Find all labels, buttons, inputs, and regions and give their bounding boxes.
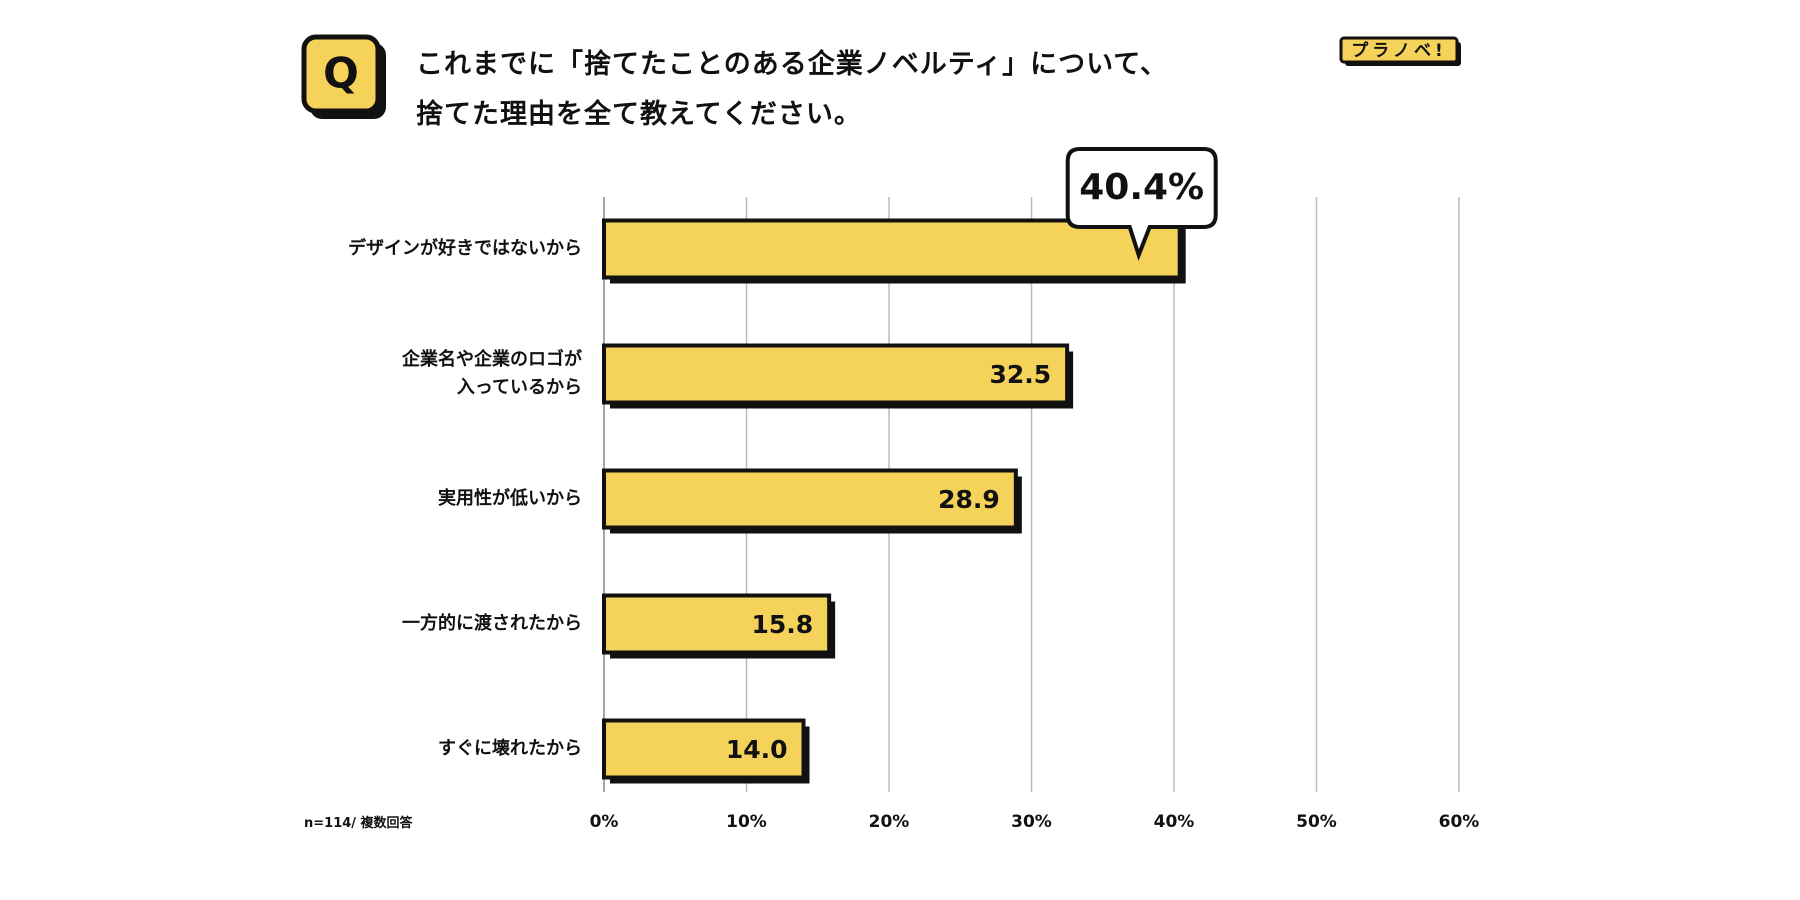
chart-title: これまでに「捨てたことのある企業ノベルティ」について、 捨てた理由を全て教えてく… — [416, 49, 1168, 130]
value-label: 15.8 — [751, 610, 813, 639]
x-tick-label: 20% — [869, 812, 910, 832]
bar — [602, 718, 806, 780]
category-label: 企業名や企業のロゴが 入っているから — [402, 349, 582, 398]
bar — [602, 343, 1070, 405]
q-marker: Q — [323, 49, 359, 98]
note: n=114/ 複数回答 — [304, 816, 413, 831]
q-badge — [301, 34, 381, 114]
category-label: 実用性が低いから — [438, 488, 582, 509]
bar — [602, 593, 832, 655]
value-label: 28.9 — [938, 485, 1000, 514]
x-tick-label: 10% — [726, 812, 767, 832]
bar — [602, 218, 1182, 280]
value-label: 40.4% — [1079, 167, 1204, 208]
brand: プラノベ! — [1351, 40, 1446, 61]
value-label: 32.5 — [989, 360, 1051, 389]
x-tick-label: 60% — [1439, 812, 1480, 832]
value-label: 14.0 — [726, 735, 788, 764]
category-label: 一方的に渡されたから — [402, 613, 582, 634]
x-tick-label: 50% — [1296, 812, 1337, 832]
x-tick-label: 0% — [590, 812, 619, 832]
bar — [602, 468, 1018, 530]
x-tick-label: 40% — [1154, 812, 1195, 832]
brand-box — [1339, 36, 1459, 64]
x-tick-label: 30% — [1011, 812, 1052, 832]
callout — [1065, 147, 1218, 261]
category-label: すぐに壊れたから — [438, 738, 582, 759]
category-label: デザインが好きではないから — [348, 238, 582, 259]
